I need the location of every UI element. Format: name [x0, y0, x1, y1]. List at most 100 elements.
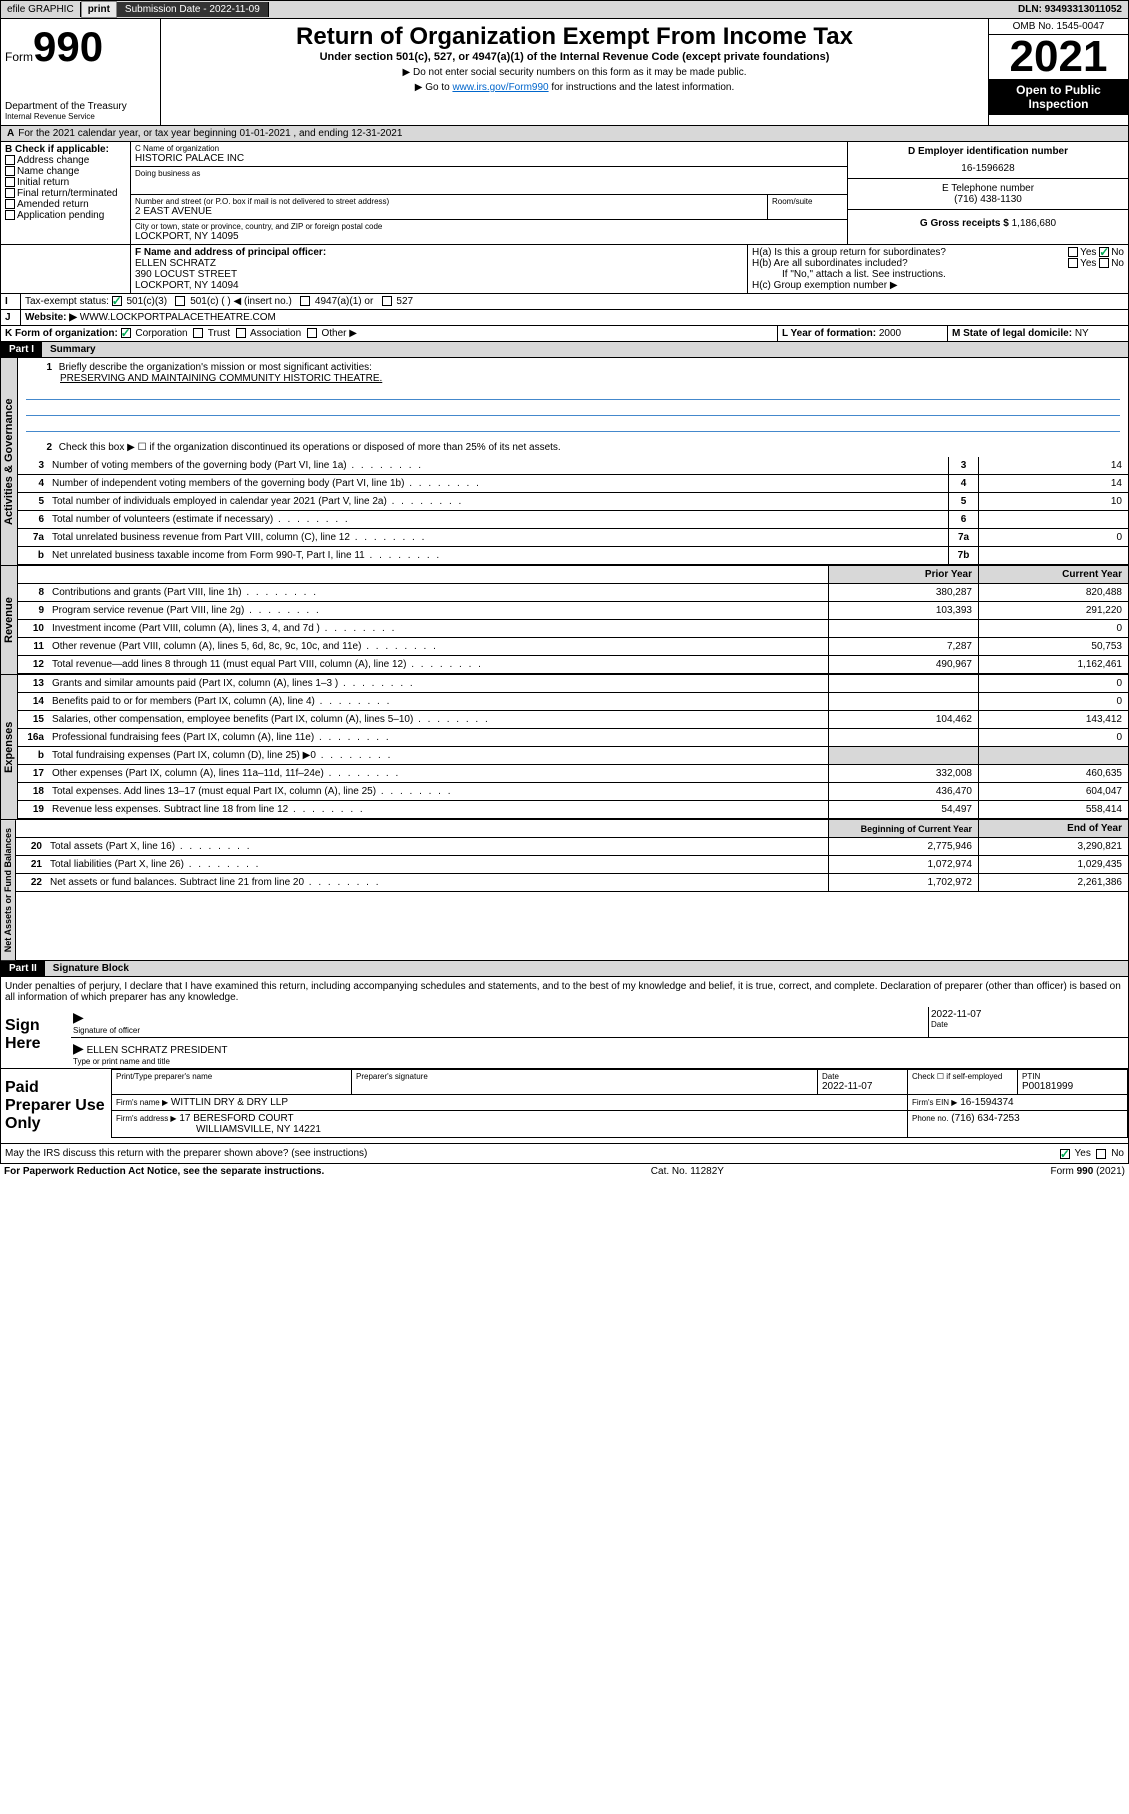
expenses-block: Expenses 13Grants and similar amounts pa… [0, 675, 1129, 820]
chk-other[interactable] [307, 328, 317, 338]
part1-body: Activities & Governance 1 Briefly descri… [0, 358, 1129, 566]
chk-527[interactable] [382, 296, 392, 306]
print-button[interactable]: print [81, 1, 117, 18]
part1-header-row: Part I Summary [0, 342, 1129, 358]
gov-line-b: bNet unrelated business taxable income f… [18, 547, 1128, 565]
line-12: 12Total revenue—add lines 8 through 11 (… [18, 656, 1128, 674]
domicile-state: NY [1075, 328, 1089, 339]
gov-line-7a: 7aTotal unrelated business revenue from … [18, 529, 1128, 547]
dba-label: Doing business as [135, 169, 843, 178]
line-b: bTotal fundraising expenses (Part IX, co… [18, 747, 1128, 765]
line-18: 18Total expenses. Add lines 13–17 (must … [18, 783, 1128, 801]
submission-date: Submission Date - 2022-11-09 [117, 2, 269, 17]
chk-corp[interactable] [121, 328, 131, 338]
chk-4947[interactable] [300, 296, 310, 306]
line-21: 21Total liabilities (Part X, line 26)1,0… [16, 856, 1128, 874]
prep-sig-label: Preparer's signature [356, 1072, 813, 1081]
gov-line-4: 4Number of independent voting members of… [18, 475, 1128, 493]
ptin: P00181999 [1022, 1081, 1123, 1092]
ein: 16-1596628 [852, 163, 1124, 174]
chk-may-yes[interactable] [1060, 1149, 1070, 1159]
mission-text: PRESERVING AND MAINTAINING COMMUNITY HIS… [60, 373, 382, 384]
arrow-icon: ▶ [73, 1009, 84, 1025]
col-current: Current Year [978, 566, 1128, 583]
chk-amended[interactable]: Amended return [5, 199, 126, 210]
gov-line-3: 3Number of voting members of the governi… [18, 457, 1128, 475]
section-j-label: Website: ▶ [25, 312, 77, 323]
dln-label: DLN: 93493313011052 [1012, 2, 1128, 17]
preparer-table: Print/Type preparer's name Preparer's si… [111, 1069, 1128, 1138]
officer-printed-name: ELLEN SCHRATZ PRESIDENT [87, 1045, 228, 1056]
note-link: ▶ Go to www.irs.gov/Form990 for instruct… [169, 82, 980, 93]
hb-row: H(b) Are all subordinates included? Yes … [752, 258, 1124, 269]
entity-block: B Check if applicable: Address change Na… [0, 142, 1129, 245]
check-self: Check ☐ if self-employed [908, 1070, 1018, 1095]
firm-addr1: 17 BERESFORD COURT [179, 1113, 293, 1124]
phone: (716) 438-1130 [852, 194, 1124, 205]
footer-mid: Cat. No. 11282Y [651, 1166, 724, 1177]
chk-final-return[interactable]: Final return/terminated [5, 188, 126, 199]
chk-trust[interactable] [193, 328, 203, 338]
chk-501c[interactable] [175, 296, 185, 306]
section-l-label: L Year of formation: [782, 328, 876, 339]
line-20: 20Total assets (Part X, line 16)2,775,94… [16, 838, 1128, 856]
chk-assoc[interactable] [236, 328, 246, 338]
officer-group-row: F Name and address of principal officer:… [0, 245, 1129, 294]
section-i-label: Tax-exempt status: [25, 296, 109, 307]
form-number: Form990 [5, 23, 156, 71]
tax-year: 2021 [989, 35, 1128, 79]
paid-preparer-block: Paid Preparer Use Only Print/Type prepar… [0, 1069, 1129, 1144]
period-text: For the 2021 calendar year, or tax year … [18, 128, 402, 139]
col-end: End of Year [978, 820, 1128, 837]
tab-governance: Activities & Governance [1, 358, 18, 565]
prep-date: 2022-11-07 [822, 1081, 903, 1092]
type-name-label: Type or print name and title [73, 1057, 1126, 1066]
firm-ein: 16-1594374 [960, 1097, 1013, 1108]
website-url: WWW.LOCKPORTPALACETHEATRE.COM [80, 312, 276, 323]
section-k-label: K Form of organization: [5, 328, 118, 339]
form-subtitle: Under section 501(c), 527, or 4947(a)(1)… [169, 51, 980, 63]
tax-status-row: I Tax-exempt status: 501(c)(3) 501(c) ( … [0, 294, 1129, 310]
gross-receipts: 1,186,680 [1012, 218, 1057, 229]
sig-date: 2022-11-07 [931, 1009, 1126, 1020]
netassets-block: Net Assets or Fund Balances Beginning of… [0, 820, 1129, 961]
tab-netassets: Net Assets or Fund Balances [1, 820, 16, 960]
part2-header-row: Part II Signature Block [0, 961, 1129, 977]
line-22: 22Net assets or fund balances. Subtract … [16, 874, 1128, 892]
chk-501c3[interactable] [112, 296, 122, 306]
hb-note: If "No," attach a list. See instructions… [752, 269, 1124, 280]
hc-row: H(c) Group exemption number ▶ [752, 280, 1124, 291]
sign-here-label: Sign Here [1, 1007, 71, 1068]
org-city: LOCKPORT, NY 14095 [135, 231, 843, 242]
may-irs-text: May the IRS discuss this return with the… [5, 1148, 367, 1159]
footer: For Paperwork Reduction Act Notice, see … [0, 1164, 1129, 1179]
revenue-block: Revenue Prior Year Current Year 8Contrib… [0, 566, 1129, 675]
line-8: 8Contributions and grants (Part VIII, li… [18, 584, 1128, 602]
open-public-badge: Open to Public Inspection [989, 79, 1128, 115]
firm-phone: (716) 634-7253 [951, 1113, 1019, 1124]
city-label: City or town, state or province, country… [135, 222, 843, 231]
line-17: 17Other expenses (Part IX, column (A), l… [18, 765, 1128, 783]
officer-addr: 390 LOCUST STREET [135, 269, 743, 280]
chk-may-no[interactable] [1096, 1149, 1106, 1159]
footer-left: For Paperwork Reduction Act Notice, see … [4, 1166, 324, 1177]
col-beginning: Beginning of Current Year [828, 820, 978, 837]
irs-link[interactable]: www.irs.gov/Form990 [452, 82, 548, 93]
irs-label: Internal Revenue Service [5, 112, 156, 121]
footer-right: Form 990 (2021) [1051, 1166, 1125, 1177]
line-19: 19Revenue less expenses. Subtract line 1… [18, 801, 1128, 819]
org-form-row: K Form of organization: Corporation Trus… [0, 326, 1129, 342]
gov-line-5: 5Total number of individuals employed in… [18, 493, 1128, 511]
dept-label: Department of the Treasury [5, 101, 156, 112]
section-b-label: B Check if applicable: [5, 144, 126, 155]
chk-name-change[interactable]: Name change [5, 166, 126, 177]
section-g-label: G Gross receipts $ [920, 218, 1009, 229]
firm-addr2: WILLIAMSVILLE, NY 14221 [196, 1124, 321, 1135]
chk-address-change[interactable]: Address change [5, 155, 126, 166]
line-14: 14Benefits paid to or for members (Part … [18, 693, 1128, 711]
org-name: HISTORIC PALACE INC [135, 153, 843, 164]
firm-name: WITTLIN DRY & DRY LLP [171, 1097, 288, 1108]
chk-app-pending[interactable]: Application pending [5, 210, 126, 221]
chk-initial-return[interactable]: Initial return [5, 177, 126, 188]
line-9: 9Program service revenue (Part VIII, lin… [18, 602, 1128, 620]
